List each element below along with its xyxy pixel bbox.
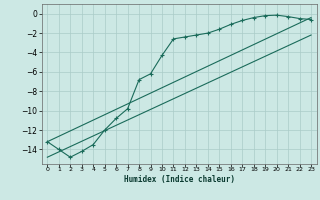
X-axis label: Humidex (Indice chaleur): Humidex (Indice chaleur) — [124, 175, 235, 184]
